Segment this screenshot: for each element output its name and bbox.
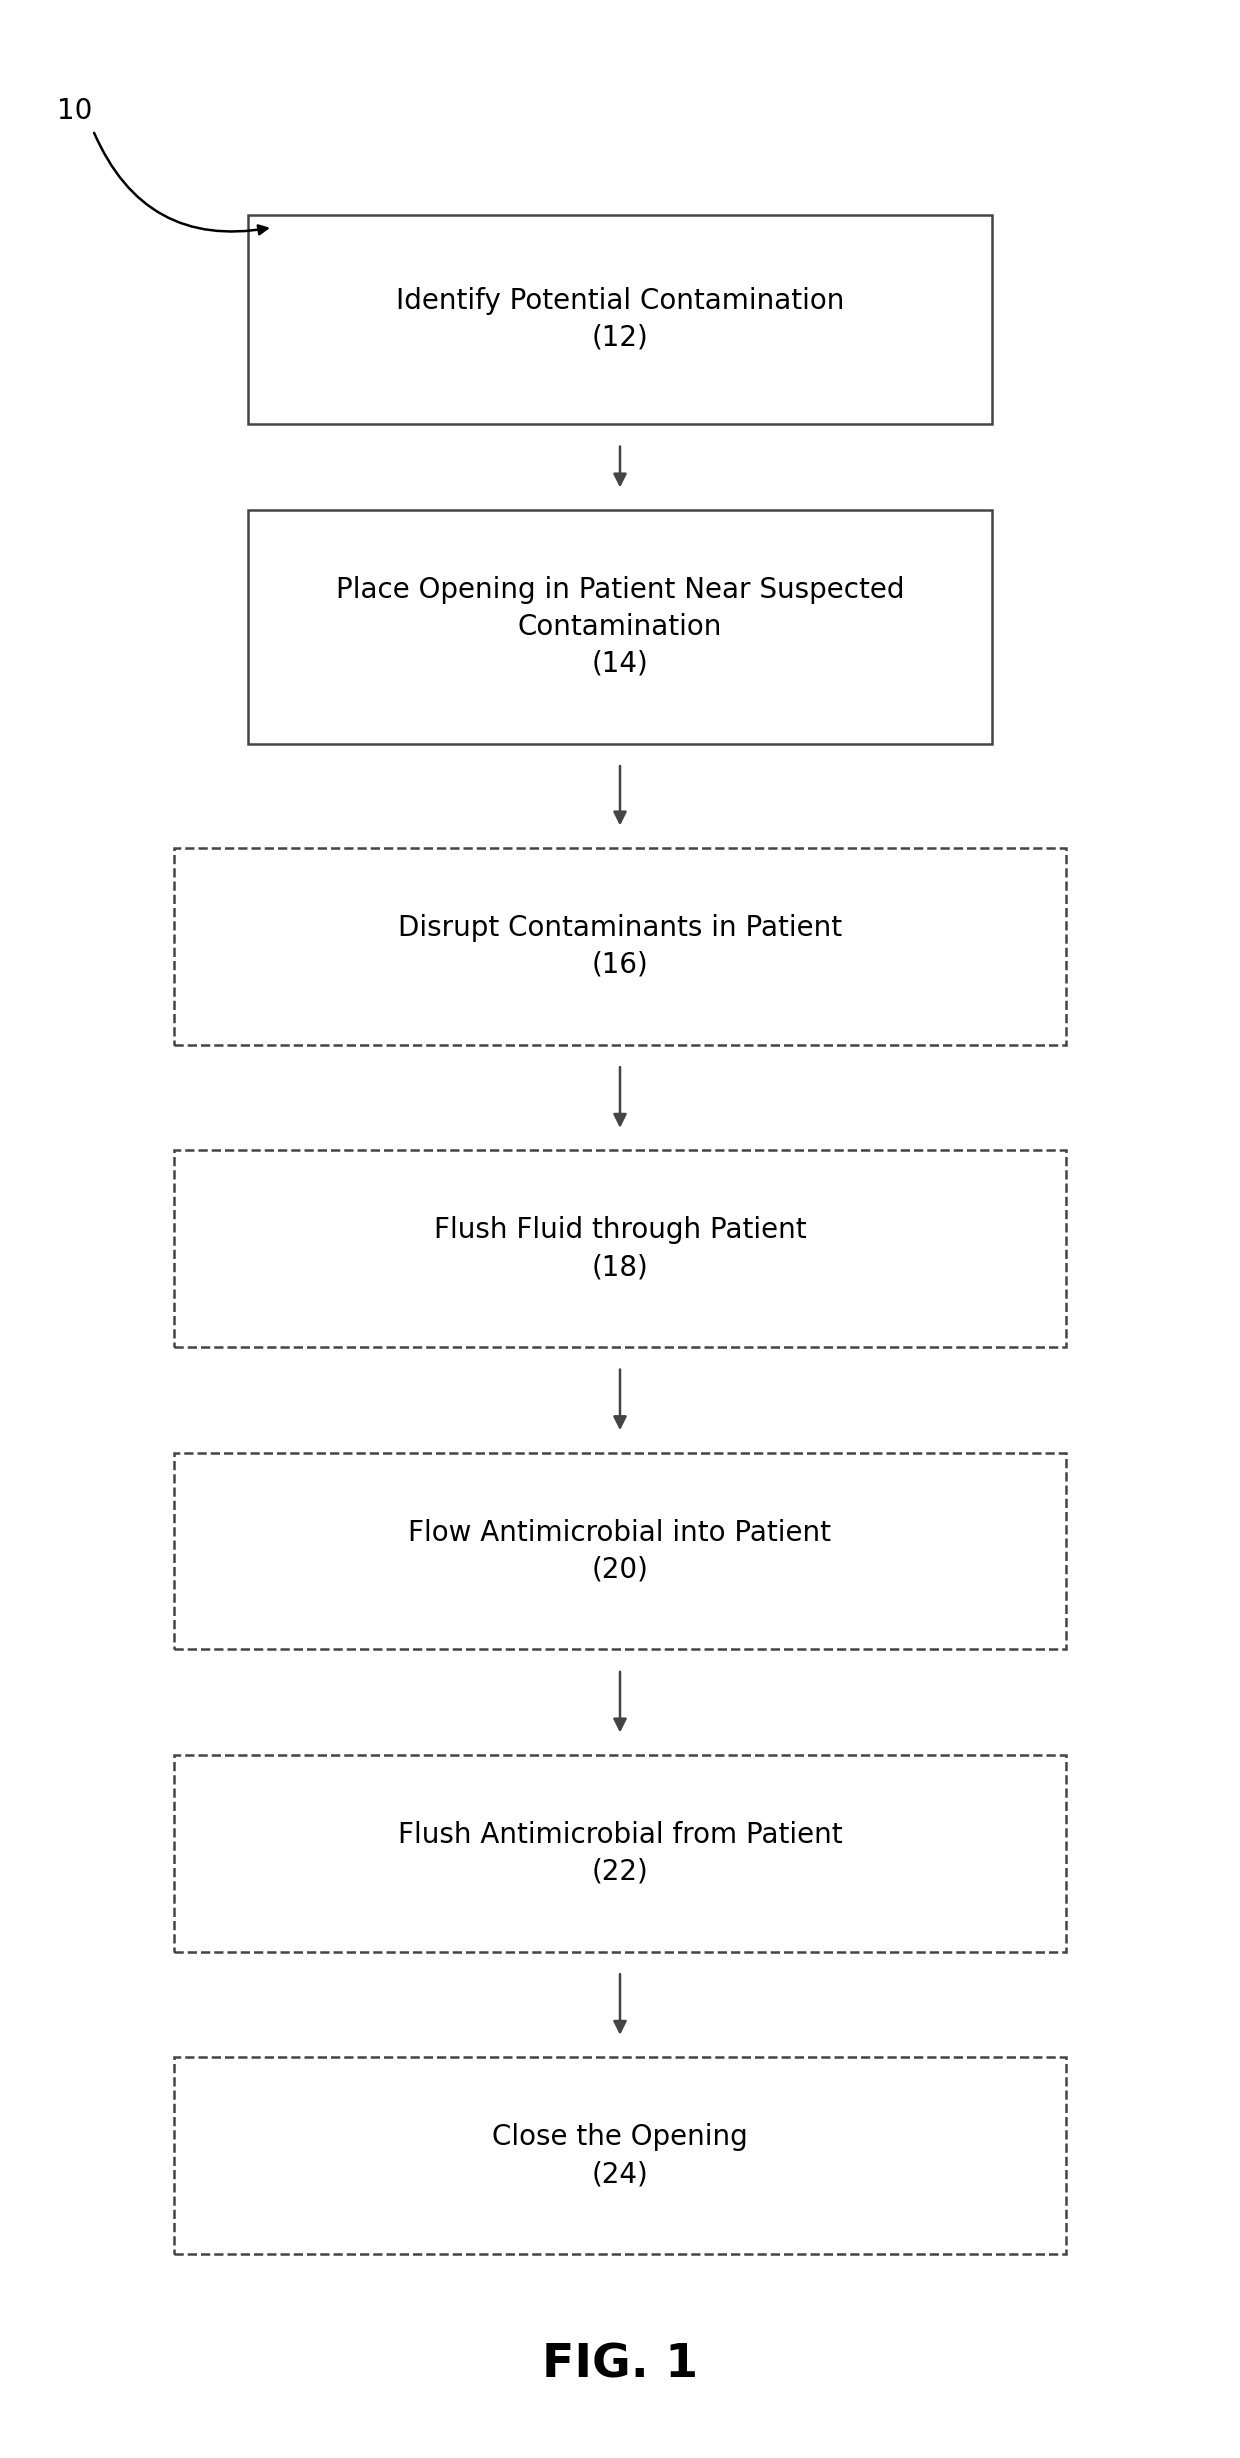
FancyBboxPatch shape	[248, 511, 992, 745]
FancyBboxPatch shape	[174, 1150, 1066, 1347]
FancyBboxPatch shape	[174, 848, 1066, 1045]
FancyBboxPatch shape	[248, 216, 992, 423]
Text: Identify Potential Contamination
(12): Identify Potential Contamination (12)	[396, 288, 844, 351]
Text: Flush Fluid through Patient
(18): Flush Fluid through Patient (18)	[434, 1217, 806, 1281]
Text: Place Opening in Patient Near Suspected
Contamination
(14): Place Opening in Patient Near Suspected …	[336, 575, 904, 678]
Text: Close the Opening
(24): Close the Opening (24)	[492, 2124, 748, 2188]
Text: Flow Antimicrobial into Patient
(20): Flow Antimicrobial into Patient (20)	[408, 1519, 832, 1583]
FancyBboxPatch shape	[174, 1755, 1066, 1952]
FancyBboxPatch shape	[174, 1453, 1066, 1649]
Text: FIG. 1: FIG. 1	[542, 2342, 698, 2387]
Text: 10: 10	[57, 96, 92, 125]
Text: Flush Antimicrobial from Patient
(22): Flush Antimicrobial from Patient (22)	[398, 1821, 842, 1885]
FancyBboxPatch shape	[174, 2057, 1066, 2254]
Text: Disrupt Contaminants in Patient
(16): Disrupt Contaminants in Patient (16)	[398, 914, 842, 978]
